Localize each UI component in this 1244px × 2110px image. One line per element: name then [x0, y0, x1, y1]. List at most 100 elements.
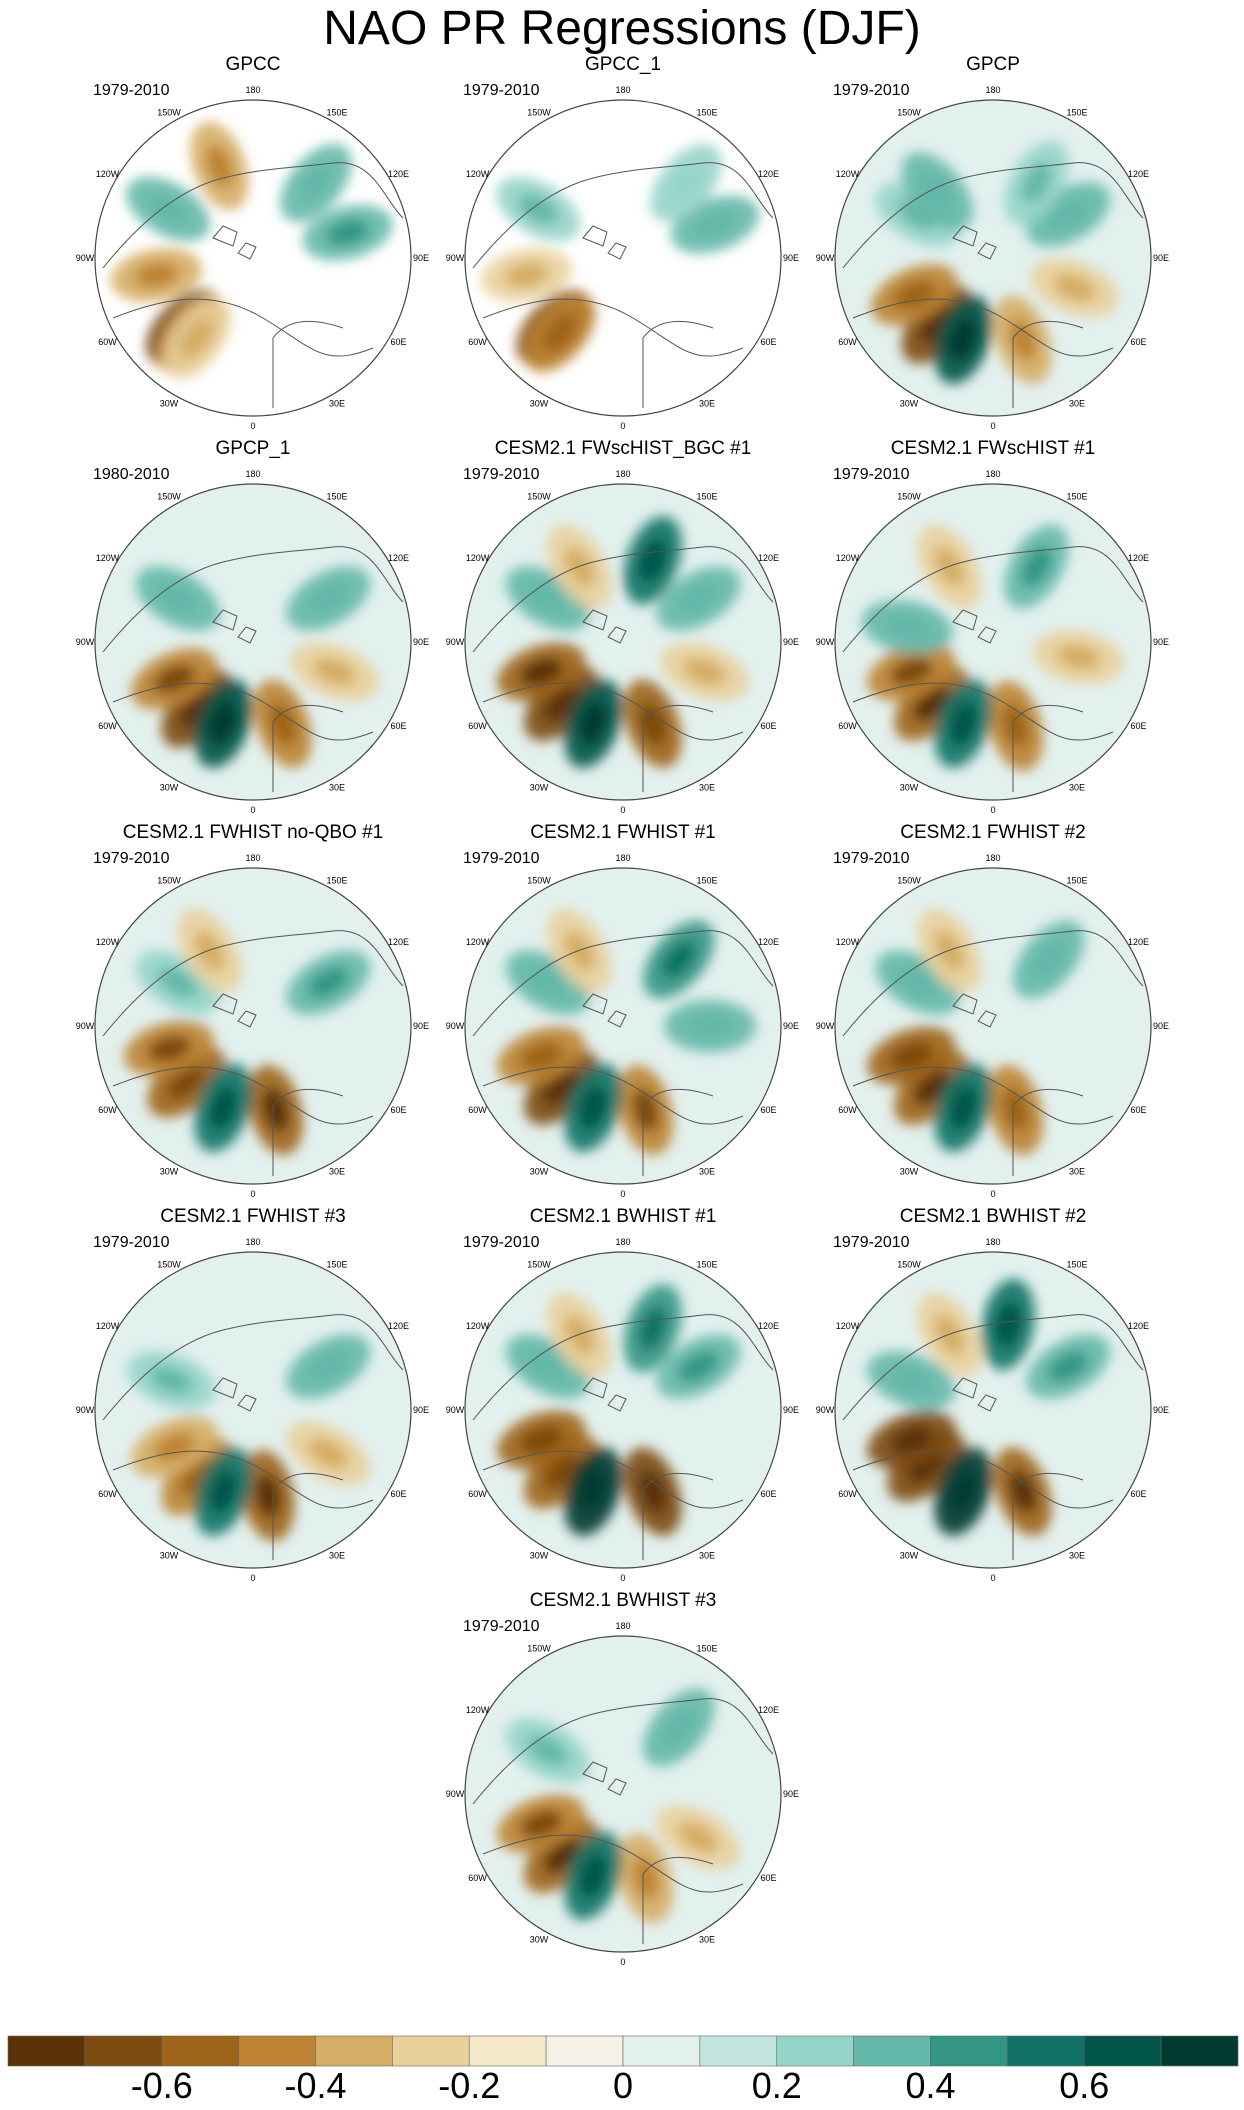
lon-label: 150W — [157, 1260, 181, 1270]
panel-years: 1979-2010 — [93, 82, 170, 99]
regression-core — [167, 1064, 205, 1099]
regression-core — [157, 967, 198, 998]
colorbar-box — [315, 2035, 393, 2067]
lon-label: 120E — [1128, 937, 1149, 947]
lon-label: 30E — [699, 782, 715, 792]
regression-core — [661, 1708, 696, 1746]
lon-label: 180 — [985, 1237, 1000, 1247]
panel-years: 1979-2010 — [833, 850, 910, 867]
map-panel: 180 150E 120E 90E 60E 30E 0 30W 60W 90W 120W 150W GP… — [446, 54, 799, 431]
regression-core — [913, 685, 950, 722]
regression-core — [520, 1426, 563, 1454]
map-panel: 180 150E 120E 90E 60E 30E 0 30W 60W 90W 120W 150W CE… — [76, 822, 429, 1199]
lon-label: 150W — [897, 108, 921, 118]
lon-label: 30E — [1069, 1166, 1085, 1176]
regression-core — [543, 314, 577, 352]
coastlines — [102, 546, 404, 792]
lon-label: 0 — [990, 1189, 995, 1199]
panel-title: CESM2.1 BWHIST #3 — [530, 1590, 717, 1611]
lon-label: 30W — [160, 398, 179, 408]
lon-label: 30E — [699, 1550, 715, 1560]
regression-core — [897, 967, 938, 998]
regression-core — [579, 1470, 607, 1513]
regression-core — [949, 702, 977, 745]
figure-title: NAO PR Regressions (DJF) — [323, 2, 920, 55]
lon-label: 90E — [783, 1021, 799, 1031]
lon-label: 90W — [816, 637, 835, 647]
coastlines — [842, 1314, 1144, 1560]
regression-core — [308, 583, 349, 614]
colorbar-tick-label: 0.6 — [1059, 2065, 1109, 2106]
map-boundary — [834, 1251, 1152, 1569]
regression-core — [1021, 162, 1052, 203]
regression-core — [1048, 199, 1089, 230]
lon-label: 180 — [245, 469, 260, 479]
lon-label: 60E — [1130, 1105, 1146, 1115]
lon-label: 150E — [696, 1260, 717, 1270]
lon-label: 60W — [468, 1105, 487, 1115]
map-panel: 180 150E 120E 90E 60E 30E 0 30W 60W 90W 120W 150W CE… — [816, 438, 1169, 815]
lon-label: 180 — [615, 85, 630, 95]
regression-core — [920, 172, 955, 210]
lon-label: 180 — [615, 1621, 630, 1631]
regression-core — [949, 318, 977, 361]
regression-core — [632, 1856, 659, 1900]
lon-label: 60W — [838, 1489, 857, 1499]
map-boundary — [464, 867, 782, 1185]
lon-label: 120W — [466, 169, 490, 179]
colorbar-box — [468, 2035, 547, 2067]
lon-label: 0 — [620, 1189, 625, 1199]
lon-label: 30W — [900, 1550, 919, 1560]
lon-label: 60E — [1130, 721, 1146, 731]
colorbar-tick-label: -0.4 — [284, 2065, 346, 2106]
lon-label: 0 — [620, 805, 625, 815]
lon-label: 90E — [783, 1789, 799, 1799]
lon-label: 30E — [699, 398, 715, 408]
regression-core — [518, 193, 559, 225]
regression-core — [308, 967, 349, 998]
colorbar-box — [1160, 2035, 1239, 2067]
regression-core — [194, 930, 225, 971]
regression-core — [527, 1735, 568, 1766]
lon-label: 60W — [468, 1489, 487, 1499]
lon-label: 30E — [329, 398, 345, 408]
coastlines — [472, 1698, 774, 1944]
lon-label: 60E — [390, 1489, 406, 1499]
panel-years: 1979-2010 — [463, 850, 540, 867]
regression-core — [913, 1069, 950, 1106]
lon-label: 150W — [157, 108, 181, 118]
lon-label: 60E — [760, 721, 776, 731]
lon-label: 0 — [990, 421, 995, 431]
map-panel: 180 150E 120E 90E 60E 30E 0 30W 60W 90W 120W 150W CE… — [816, 822, 1169, 1199]
map-boundary — [464, 483, 782, 801]
lon-label: 90W — [76, 253, 95, 263]
regression-core — [504, 262, 549, 288]
colorbar-box — [161, 2035, 239, 2067]
lon-label: 0 — [620, 1957, 625, 1967]
regression-core — [1002, 1088, 1029, 1132]
regression-core — [669, 164, 703, 202]
lon-label: 60E — [1130, 1489, 1146, 1499]
regression-core — [885, 614, 930, 640]
coastlines — [472, 930, 774, 1176]
regression-core — [209, 1470, 237, 1513]
lon-label: 60E — [390, 721, 406, 731]
lon-label: 0 — [990, 1573, 995, 1583]
lon-label: 180 — [985, 85, 1000, 95]
regression-core — [639, 702, 667, 745]
regression-core — [949, 1086, 977, 1129]
lon-label: 150E — [696, 876, 717, 886]
colorbar-box — [930, 2035, 1008, 2067]
lon-label: 150W — [527, 492, 551, 502]
lon-label: 180 — [615, 853, 630, 863]
lon-label: 150E — [1066, 108, 1087, 118]
lon-label: 30W — [530, 1550, 549, 1560]
lon-label: 60W — [838, 337, 857, 347]
regression-core — [890, 1042, 933, 1070]
panel-years: 1979-2010 — [833, 82, 910, 99]
lon-label: 120W — [836, 937, 860, 947]
panel-years: 1980-2010 — [93, 466, 170, 483]
regression-core — [308, 1438, 349, 1469]
regression-core — [1009, 1470, 1037, 1513]
regression-core — [683, 658, 726, 686]
